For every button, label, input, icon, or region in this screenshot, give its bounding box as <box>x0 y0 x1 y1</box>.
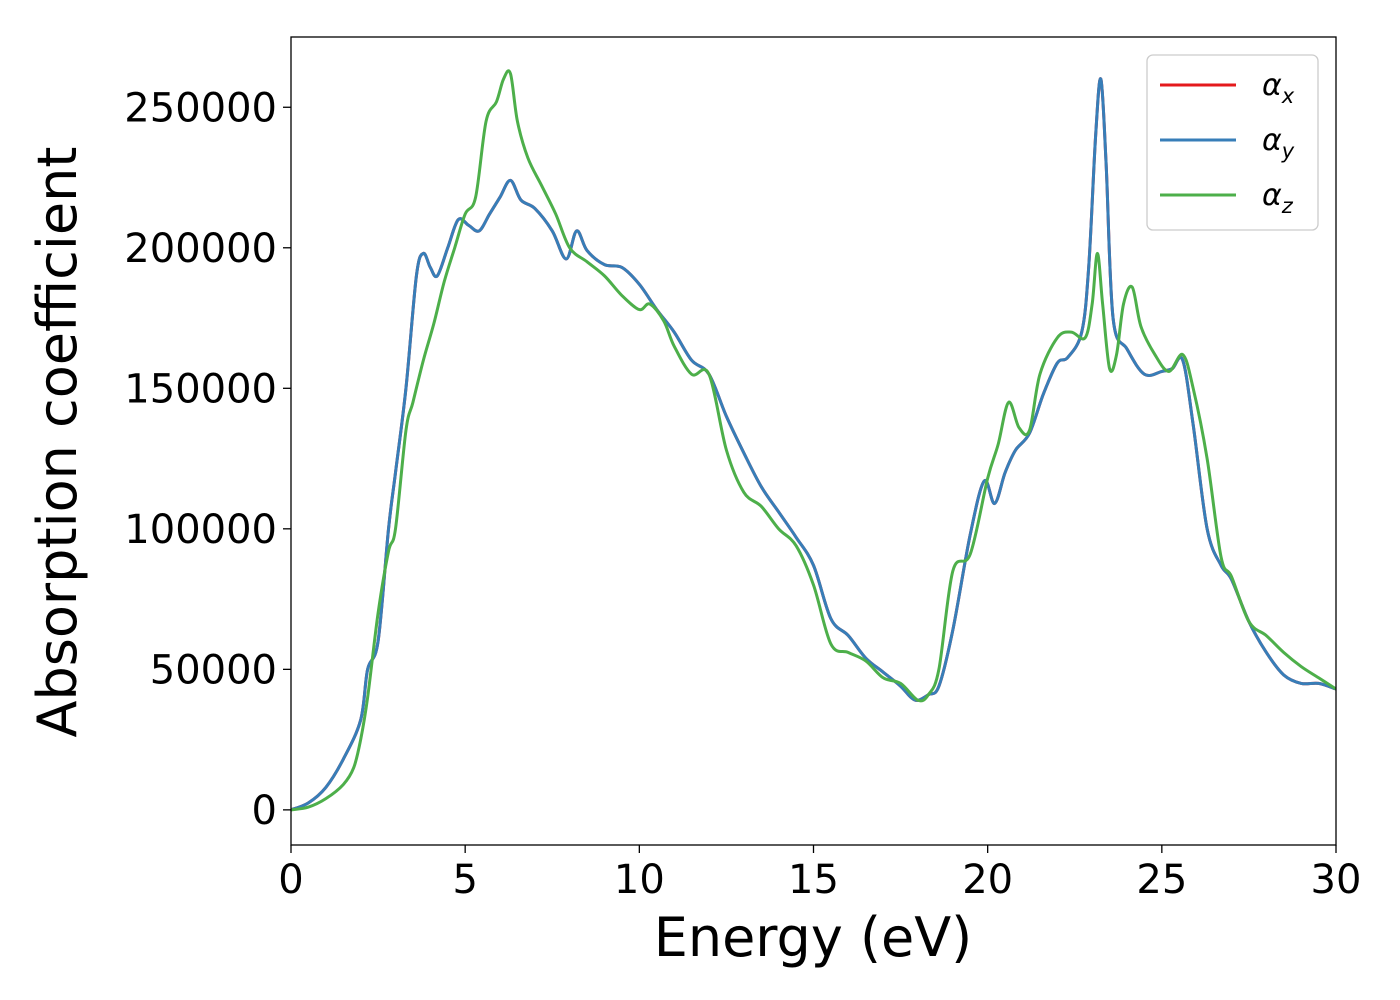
y-tick-label: 200000 <box>124 226 277 272</box>
x-tick-label: 20 <box>962 857 1013 903</box>
legend: αx αy αz <box>1146 54 1319 231</box>
y-tick-label: 150000 <box>124 366 277 412</box>
y-axis-ticks: 0 50000 100000 150000 200000 250000 <box>124 85 291 834</box>
series-line-alpha-z <box>291 69 1336 812</box>
x-tick-label: 0 <box>278 857 303 903</box>
legend-label-alpha-z: αz <box>1262 178 1294 218</box>
y-tick-label: 250000 <box>124 85 277 131</box>
x-tick-label: 10 <box>614 857 665 903</box>
x-tick-label: 5 <box>452 857 477 903</box>
x-tick-label: 30 <box>1311 857 1362 903</box>
y-tick-label: 100000 <box>124 507 277 553</box>
x-tick-label: 25 <box>1136 857 1187 903</box>
legend-box <box>1146 54 1319 231</box>
series-line-alpha-y <box>291 77 1336 812</box>
y-tick-label: 0 <box>252 788 277 834</box>
y-axis-label: Absorption coefficient <box>26 147 89 738</box>
x-axis-ticks: 0 5 10 15 20 25 30 <box>278 845 1361 903</box>
legend-label-alpha-x: αx <box>1262 68 1295 108</box>
series-lines <box>291 69 1336 812</box>
x-tick-label: 15 <box>788 857 839 903</box>
x-axis-label: Energy (eV) <box>654 906 973 969</box>
y-tick-label: 50000 <box>150 647 277 693</box>
legend-label-alpha-y: αy <box>1262 123 1295 163</box>
